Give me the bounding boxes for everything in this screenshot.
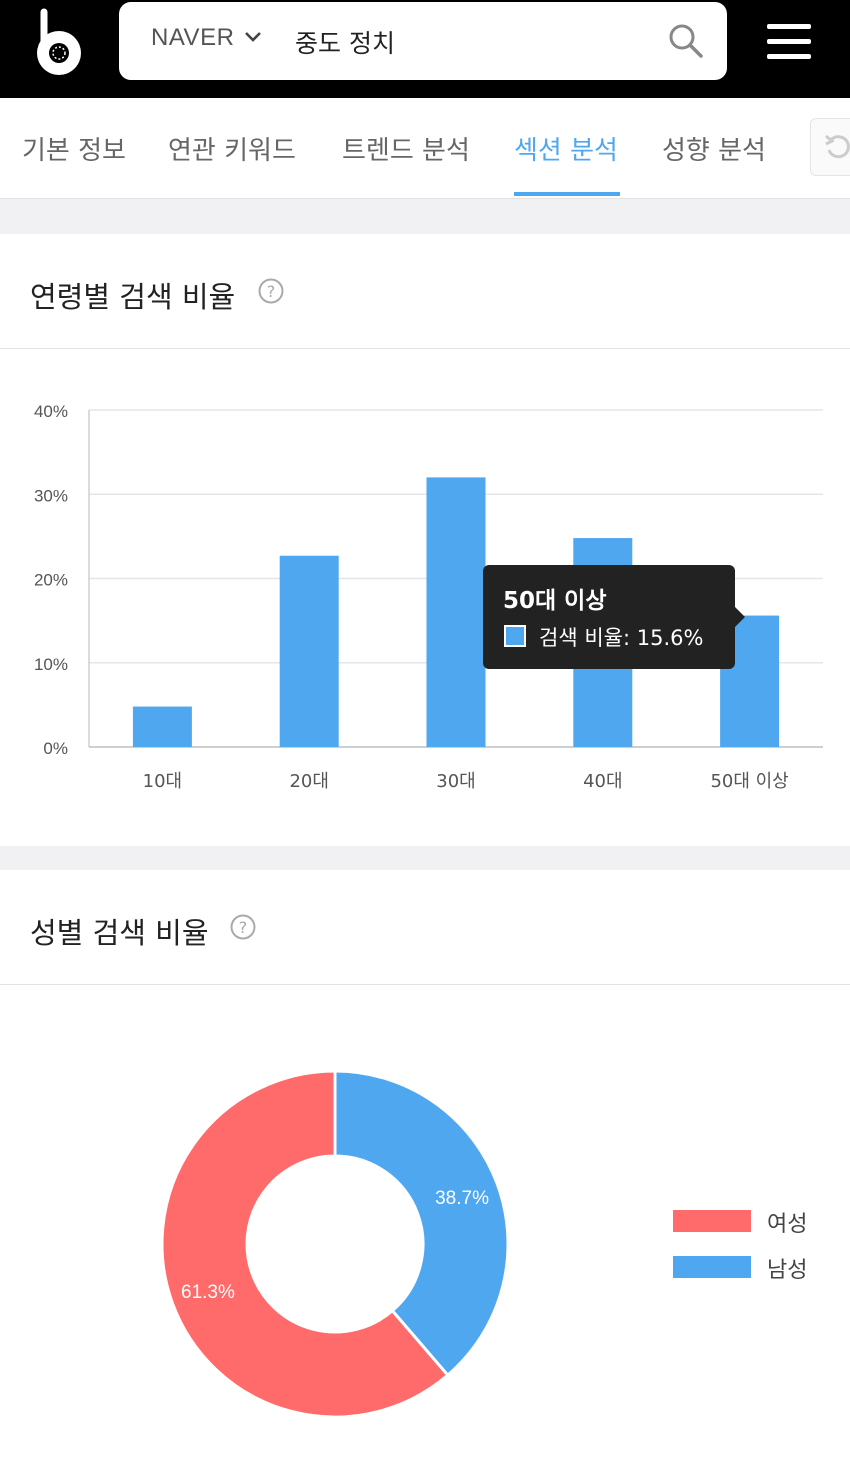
refresh-button[interactable] (810, 118, 850, 176)
tab-related-keywords[interactable]: 연관 키워드 (168, 136, 296, 166)
tab-basic-info[interactable]: 기본 정보 (22, 136, 126, 166)
top-bar: NAVER 중도 정치 (0, 0, 850, 98)
search-box[interactable]: NAVER 중도 정치 (119, 2, 727, 80)
donut-slice (333, 1069, 510, 1378)
bar (279, 555, 339, 747)
bar (426, 477, 486, 747)
svg-text:?: ? (267, 282, 276, 301)
help-icon[interactable]: ? (230, 914, 256, 940)
x-tick-label: 40대 (583, 771, 622, 792)
app-logo-icon[interactable] (30, 8, 88, 78)
x-tick-label: 10대 (143, 771, 182, 792)
search-engine-select[interactable]: NAVER (151, 24, 235, 51)
age-ratio-card: 연령별 검색 비율 ? 0% 10% 20% 30% 40% 10대 20대 30대 40대 50… (0, 234, 850, 846)
legend-swatch (673, 1210, 751, 1232)
tooltip-series-label: 검색 비율: (539, 626, 631, 650)
hamburger-menu-icon[interactable] (767, 24, 811, 60)
tooltip-value-text: 15.6% (636, 626, 704, 650)
tab-tendency-analysis[interactable]: 성향 분석 (662, 136, 766, 166)
slice-value-label: 61.3% (181, 1282, 235, 1303)
legend-label: 여성 (767, 1212, 808, 1237)
x-tick-label: 30대 (436, 771, 475, 792)
legend-swatch (673, 1256, 751, 1278)
divider (0, 348, 850, 349)
chevron-down-icon[interactable] (243, 30, 263, 44)
tooltip-value: 검색 비율: 15.6% (539, 622, 703, 652)
active-tab-indicator (514, 192, 620, 196)
tab-section-analysis[interactable]: 섹션 분석 (514, 136, 618, 166)
card-title: 연령별 검색 비율 (30, 280, 236, 314)
tab-bar: 기본 정보 연관 키워드 트렌드 분석 섹션 분석 성향 분석 (0, 98, 850, 199)
gender-ratio-card: 성별 검색 비율 ? 38.7% 61.3% 여성 남성 (0, 870, 850, 1484)
donut-slice (160, 1069, 450, 1419)
refresh-icon (825, 134, 850, 159)
card-title: 성별 검색 비율 (30, 916, 209, 950)
tab-trend-analysis[interactable]: 트렌드 분석 (342, 136, 470, 166)
tooltip-title: 50대 이상 (503, 588, 607, 614)
legend-label: 남성 (767, 1258, 808, 1283)
slice-value-label: 38.7% (435, 1188, 489, 1209)
tooltip-series-swatch (504, 625, 526, 647)
gender-donut-chart: 38.7% 61.3% (160, 1069, 510, 1419)
svg-text:?: ? (239, 918, 248, 937)
x-tick-label: 20대 (289, 771, 328, 792)
help-icon[interactable]: ? (258, 278, 284, 304)
y-tick-label: 0% (43, 739, 68, 758)
tooltip-arrow (735, 607, 745, 627)
x-tick-label: 50대 이상 (710, 771, 788, 792)
divider (0, 984, 850, 985)
y-tick-label: 20% (34, 571, 68, 590)
bar (132, 706, 192, 747)
search-query-input[interactable]: 중도 정치 (295, 29, 395, 58)
search-icon[interactable] (667, 22, 705, 60)
y-tick-label: 30% (34, 486, 68, 505)
chart-tooltip: 50대 이상 검색 비율: 15.6% (483, 565, 745, 669)
y-tick-label: 40% (34, 402, 68, 421)
y-tick-label: 10% (34, 655, 68, 674)
